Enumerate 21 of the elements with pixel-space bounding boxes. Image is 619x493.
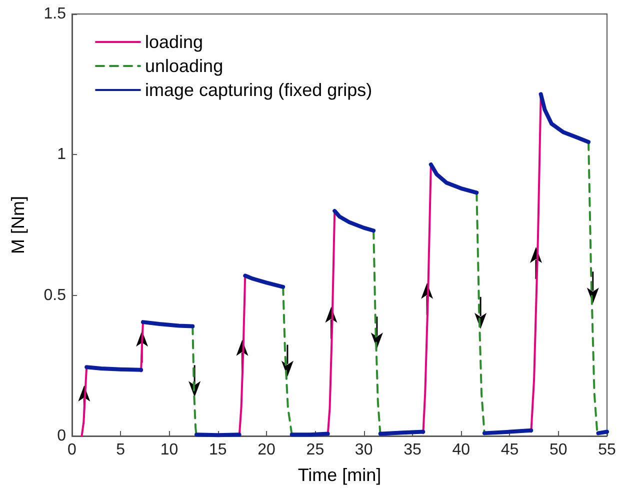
x-tick-label: 40	[452, 442, 470, 458]
y-axis-title: M [Nm]	[8, 196, 28, 254]
x-tick-label: 20	[258, 442, 276, 458]
x-tick-label: 5	[116, 442, 126, 458]
x-axis-title: Time [min]	[298, 465, 382, 485]
legend-label: unloading	[145, 56, 224, 76]
x-tick-label: 55	[598, 442, 616, 458]
y-tick-label: 1	[57, 146, 66, 164]
x-tick-label: 50	[549, 442, 568, 458]
y-tick-label: 0.5	[44, 286, 66, 304]
x-tick-label: 25	[306, 442, 324, 458]
x-tick-label: 35	[404, 442, 422, 458]
x-tick-label: 10	[160, 442, 178, 458]
x-tick-label: 45	[500, 442, 519, 458]
legend-label: image capturing (fixed grips)	[145, 80, 372, 100]
x-tick-label: 15	[209, 442, 227, 458]
x-tick-label: 0	[68, 442, 77, 458]
legend-label: loading	[145, 32, 204, 52]
y-tick-label: 1.5	[44, 6, 66, 22]
x-tick-label: 30	[354, 442, 373, 458]
y-tick-label: 0	[57, 428, 66, 444]
